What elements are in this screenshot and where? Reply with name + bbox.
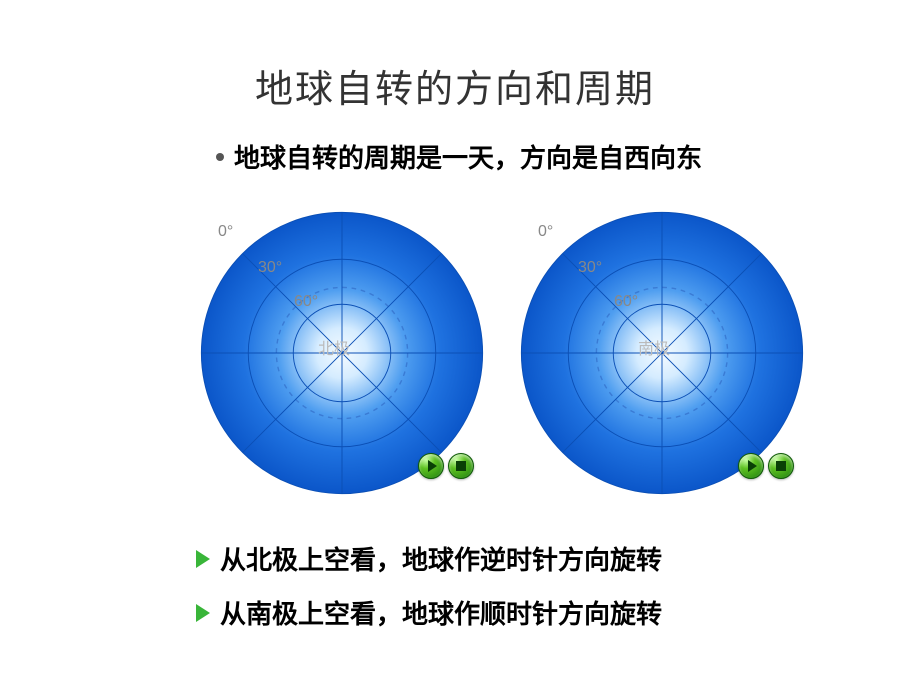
deg-0-label: 0° — [218, 223, 233, 241]
controls-north — [418, 453, 474, 479]
stop-button[interactable] — [768, 453, 794, 479]
diagram-panel: 0° 30° 60° 北极 — [192, 183, 800, 523]
page-title: 地球自转的方向和周期 — [255, 58, 655, 113]
stop-button[interactable] — [448, 453, 474, 479]
play-button[interactable] — [738, 453, 764, 479]
pole-south-label: 南极 — [638, 335, 670, 359]
triangle-bullet-icon — [196, 604, 210, 622]
bullet-text: 从北极上空看，地球作逆时针方向旋转 — [220, 540, 662, 577]
intro-text: 地球自转的周期是一天，方向是自西向东 — [234, 138, 702, 175]
deg-60-label: 60° — [614, 293, 638, 311]
intro-bullet: 地球自转的周期是一天，方向是自西向东 — [216, 138, 702, 175]
controls-south — [738, 453, 794, 479]
play-icon — [428, 460, 437, 472]
play-icon — [748, 460, 757, 472]
globe-north: 0° 30° 60° 北极 — [192, 193, 492, 493]
bullet-north-view: 从北极上空看，地球作逆时针方向旋转 — [196, 540, 662, 577]
play-button[interactable] — [418, 453, 444, 479]
deg-30-label: 30° — [578, 259, 602, 277]
deg-60-label: 60° — [294, 293, 318, 311]
triangle-bullet-icon — [196, 550, 210, 568]
bullet-south-view: 从南极上空看，地球作顺时针方向旋转 — [196, 594, 662, 631]
bullet-text: 从南极上空看，地球作顺时针方向旋转 — [220, 594, 662, 631]
bullet-dot-icon — [216, 153, 224, 161]
stop-icon — [776, 461, 786, 471]
globe-south: 0° 30° 60° 南极 — [512, 193, 812, 493]
deg-30-label: 30° — [258, 259, 282, 277]
stop-icon — [456, 461, 466, 471]
pole-north-label: 北极 — [318, 335, 350, 359]
deg-0-label: 0° — [538, 223, 553, 241]
